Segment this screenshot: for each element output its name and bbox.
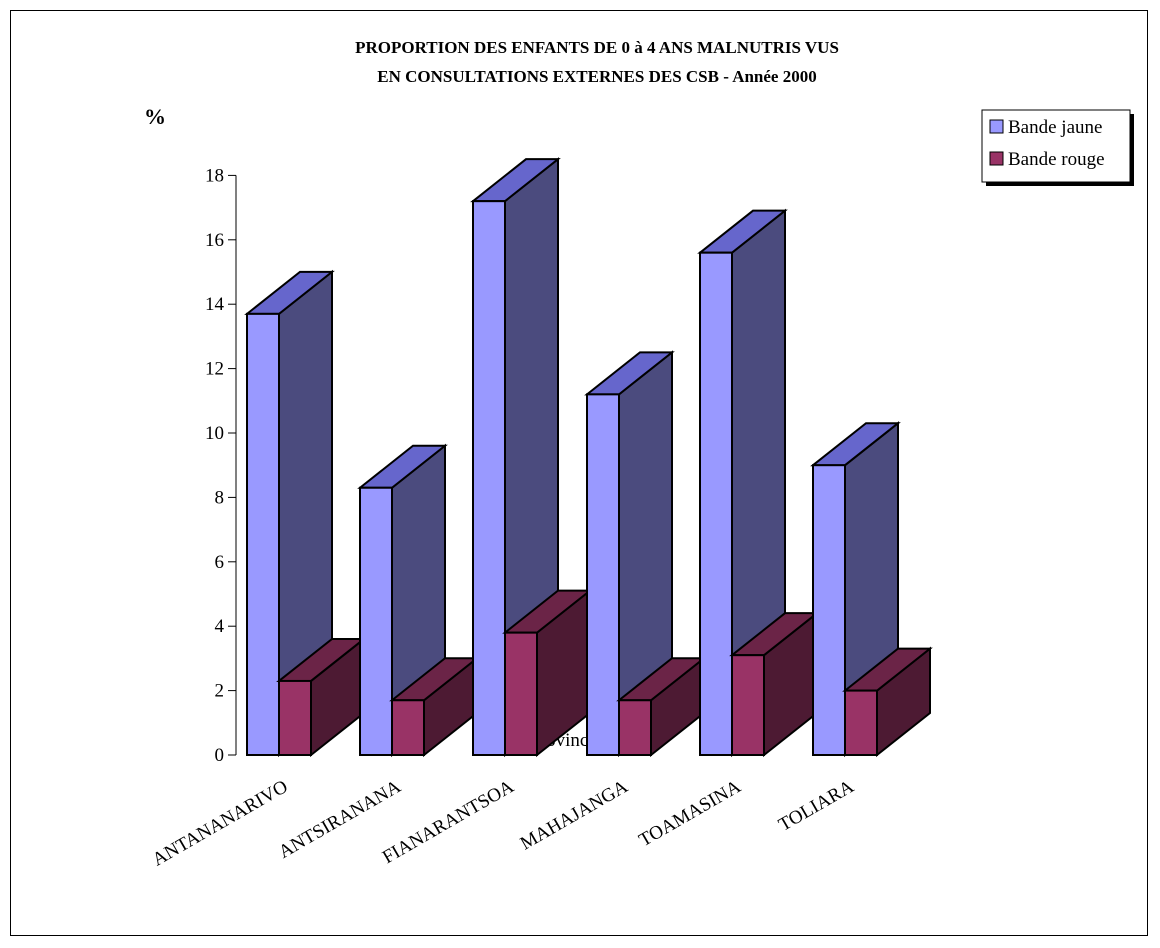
bar-jaune-4 xyxy=(584,350,675,758)
y-axis-label: % xyxy=(144,104,166,129)
y-tick-label: 12 xyxy=(205,359,224,380)
category-label: MAHAJANGA xyxy=(517,776,632,854)
legend-box xyxy=(981,109,1131,183)
bar-jaune-3-front xyxy=(472,200,506,757)
legend-swatch-2 xyxy=(989,151,1004,166)
bar-jaune-4-front xyxy=(586,393,620,756)
chart-title-line-2: EN CONSULTATIONS EXTERNES DES CSB - Anné… xyxy=(377,67,816,86)
y-tick-label: 16 xyxy=(205,230,224,251)
y-tick-label: 2 xyxy=(215,681,225,702)
bar-jaune-3 xyxy=(470,157,561,758)
category-label: TOAMASINA xyxy=(636,776,745,851)
legend: Bande jaune Bande rouge xyxy=(981,109,1134,186)
bar-jaune-2-front xyxy=(359,486,393,756)
bar-rouge-4-front xyxy=(618,699,652,757)
chart-title-line-1: PROPORTION DES ENFANTS DE 0 à 4 ANS MALN… xyxy=(355,38,839,57)
legend-label-2: Bande rouge xyxy=(1008,149,1105,170)
category-label: ANTANANARIVO xyxy=(149,776,292,870)
bars xyxy=(244,157,933,758)
bar-jaune-1 xyxy=(244,269,335,758)
bar-rouge-6-front xyxy=(844,689,878,756)
bar-rouge-1 xyxy=(276,636,367,758)
y-tick-label: 10 xyxy=(205,423,224,444)
bar-jaune-1-front xyxy=(246,312,280,756)
legend-label-1: Bande jaune xyxy=(1008,117,1102,138)
bar-rouge-6 xyxy=(842,646,933,758)
category-label: TOLIARA xyxy=(775,776,858,836)
y-tick-label: 18 xyxy=(205,165,224,186)
bar-jaune-6-front xyxy=(812,464,846,756)
y-axis: 0 2 4 6 8 10 12 14 16 18 xyxy=(205,165,237,766)
y-tick-label: 0 xyxy=(215,745,225,766)
y-tick-label: 4 xyxy=(215,616,225,637)
bar-jaune-5 xyxy=(697,208,788,758)
bar-rouge-4 xyxy=(616,656,707,758)
bar-rouge-3-front xyxy=(504,631,538,757)
bar-rouge-2-front xyxy=(391,699,425,757)
y-tick-label: 6 xyxy=(215,552,225,573)
bar-rouge-1-front xyxy=(278,679,312,756)
chart-frame xyxy=(10,10,1148,936)
y-tick-label: 14 xyxy=(205,294,225,315)
legend-swatch-1 xyxy=(989,119,1004,134)
bar-jaune-5-front xyxy=(699,251,733,756)
bar-rouge-5-front xyxy=(731,654,765,756)
y-tick-label: 8 xyxy=(215,487,225,508)
bar-rouge-3 xyxy=(502,588,593,758)
